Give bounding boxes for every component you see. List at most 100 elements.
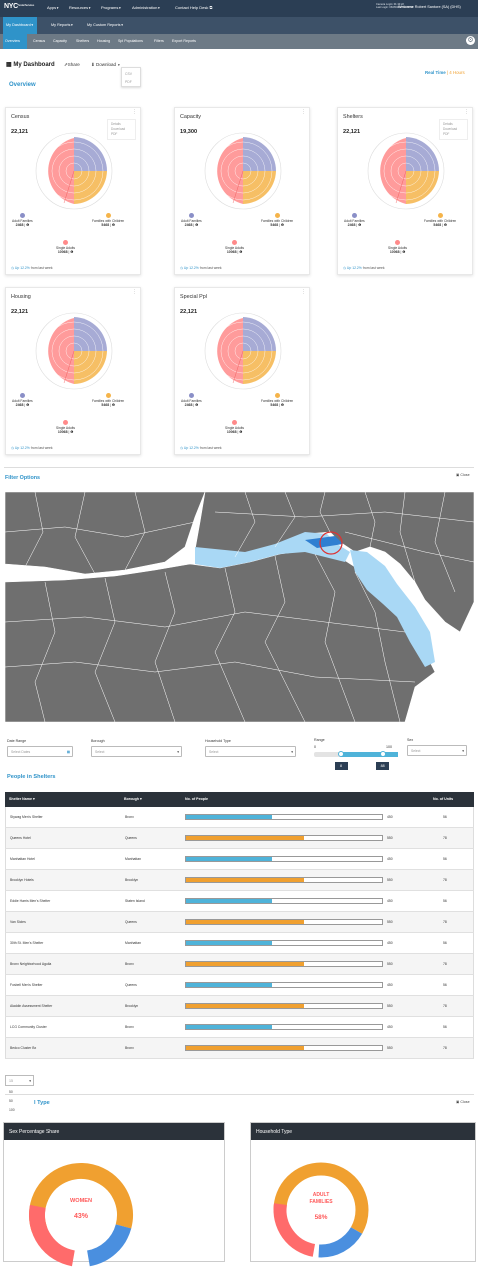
tab-overview[interactable]: Overview xyxy=(3,34,27,49)
sort-icon: ▾ xyxy=(32,797,35,801)
borough-select[interactable]: Select ▾ xyxy=(91,746,182,757)
range-min: 0 xyxy=(314,745,316,749)
info-icon: ❶ xyxy=(239,250,243,254)
card-value: 22,121 xyxy=(343,129,361,135)
range-handle-high[interactable] xyxy=(380,751,387,757)
shelter-name: Fosbell Men's Shelter xyxy=(10,983,43,987)
tab-my-dashboard[interactable]: My Dashboard▼ xyxy=(3,17,37,34)
table-row[interactable]: Manhattan Hotel Manhattan 450 56 xyxy=(5,849,474,870)
people-bar xyxy=(185,898,383,904)
card-footer: ◷ Up 12.2% from last week xyxy=(343,266,385,270)
borough-map[interactable] xyxy=(4,491,475,723)
page-size-option[interactable]: 100 xyxy=(9,1108,15,1112)
download-pdf-link[interactable]: Download PDF xyxy=(111,127,126,136)
people-bar xyxy=(185,814,383,820)
overview-heading: Overview xyxy=(9,82,36,88)
page-size-option[interactable]: 50 xyxy=(9,1099,13,1103)
nav-apps[interactable]: Apps▼ xyxy=(47,5,60,10)
more-vertical-icon[interactable]: ⋮ xyxy=(301,109,306,115)
unit-count: 56 xyxy=(443,899,447,903)
unit-count: 78 xyxy=(443,1046,447,1050)
time-range-toggle[interactable]: Real Time | 4 Hours xyxy=(425,70,465,75)
table-row[interactable]: Fosbell Men's Shelter Queens 450 56 xyxy=(5,975,474,996)
legend-single-adults: Single Adults 10068 | ❶ xyxy=(56,420,75,434)
more-vertical-icon[interactable]: ⋮ xyxy=(301,289,306,295)
people-bar xyxy=(185,961,383,967)
download-option-pdf[interactable]: PDF xyxy=(125,80,132,84)
shelter-name: Aladdin Assessment Shelter xyxy=(10,1004,53,1008)
gear-icon[interactable]: ⚙ xyxy=(466,36,475,45)
tab-export-reports[interactable]: Export Reports xyxy=(172,39,196,43)
donut-label: WOMEN xyxy=(69,1198,93,1204)
tab-census[interactable]: Census xyxy=(33,39,46,43)
close-section-button[interactable]: ▣ Close xyxy=(456,1100,470,1104)
borough: Brooklyn xyxy=(125,878,139,882)
details-link[interactable]: Details xyxy=(111,122,121,126)
card-value: 19,300 xyxy=(180,129,198,135)
table-row[interactable]: 30th St. Men's Shelter Manhattan 450 56 xyxy=(5,933,474,954)
download-icon: ⬇ xyxy=(91,62,95,67)
details-link[interactable]: Details xyxy=(443,122,453,126)
table-row[interactable]: Van Sicles Queens 550 78 xyxy=(5,912,474,933)
shelter-name: Bedco Cluster Bx xyxy=(10,1046,37,1050)
table-row[interactable]: Aladdin Assessment Shelter Brooklyn 550 … xyxy=(5,996,474,1017)
table-row[interactable]: Bedco Cluster Bx Bronx 550 78 xyxy=(5,1038,474,1059)
people-bar-fill xyxy=(186,1025,273,1029)
card-footer: ◷ Up 12.2% from last week xyxy=(180,446,222,450)
close-filter-button[interactable]: ▣ Close xyxy=(456,473,470,477)
people-bar xyxy=(185,1003,383,1009)
page-title: ▦ My Dashboard xyxy=(6,62,55,68)
tab-filters[interactable]: Filters xyxy=(154,39,164,43)
nav-programs[interactable]: Programs▼ xyxy=(101,5,122,10)
download-option-csv[interactable]: CSV xyxy=(125,72,132,76)
legend-single-adults: Single Adults 10068 | ❶ xyxy=(388,240,407,254)
sex-select[interactable]: Select ▾ xyxy=(407,745,467,756)
section-heading: l Type xyxy=(34,1100,50,1106)
household-type-select[interactable]: Select ▾ xyxy=(205,746,296,757)
people-bar xyxy=(185,856,383,862)
tab-housing[interactable]: Housing xyxy=(97,39,111,43)
nyc-logo[interactable]: NYCSocial Services xyxy=(4,3,34,10)
col-borough[interactable]: Borough ▾ xyxy=(124,797,142,801)
table-row[interactable]: Eddie Harris Men's Shelter Staten Island… xyxy=(5,891,474,912)
table-row[interactable]: Bronx Neighborhood Aguila Bronx 550 78 xyxy=(5,954,474,975)
nav-contact-help-desk[interactable]: Contact Help Desk ⧉ xyxy=(175,5,213,10)
tab-my-custom-reports[interactable]: My Custom Reports▼ xyxy=(87,23,124,27)
download-button[interactable]: ⬇ Download ▼ xyxy=(91,62,121,67)
more-vertical-icon[interactable]: ⋮ xyxy=(464,109,469,115)
table-row[interactable]: Brooklyn Hotels Brooklyn 550 78 xyxy=(5,870,474,891)
range-slider-track[interactable] xyxy=(314,751,399,757)
more-vertical-icon[interactable]: ⋮ xyxy=(132,109,137,115)
page-size-option[interactable]: 50 xyxy=(9,1090,13,1094)
tab-capacity[interactable]: Capacity xyxy=(53,39,67,43)
range-slider-fill xyxy=(340,752,399,757)
tab-my-reports[interactable]: My Reports▼ xyxy=(51,23,74,27)
date-range-input[interactable]: Select Dates ▦ xyxy=(7,746,73,757)
more-vertical-icon[interactable]: ⋮ xyxy=(132,289,137,295)
share-button[interactable]: ⇗Share xyxy=(64,62,80,67)
table-row[interactable]: Stywag Men's Shelter Bronx 450 56 xyxy=(5,807,474,828)
people-count: 450 xyxy=(387,899,393,903)
people-count: 550 xyxy=(387,836,393,840)
tab-shelters[interactable]: Shelters xyxy=(76,39,90,43)
trend-up-icon: ◷ xyxy=(343,266,346,270)
card-value: 22,121 xyxy=(11,309,29,315)
page-size-select[interactable]: 15 ▾ xyxy=(5,1075,34,1086)
household-type-label: Household Type xyxy=(205,739,231,743)
map-svg xyxy=(4,491,475,723)
table-row[interactable]: Queens Hotel Queens 550 78 xyxy=(5,828,474,849)
chevron-down-icon: ▾ xyxy=(291,750,293,754)
card-header: Sex Percentage Share xyxy=(4,1123,224,1140)
people-count: 450 xyxy=(387,1025,393,1029)
welcome-user[interactable]: Welcome Robert Santore (SA) (DHS) xyxy=(398,5,461,9)
top-navbar: NYCSocial Services Apps▼ Resources▼ Prog… xyxy=(0,0,478,17)
close-icon: ▣ xyxy=(456,473,460,477)
legend-adult-families: Adult Families 2468 | ❶ xyxy=(181,393,202,407)
download-pdf-link[interactable]: Download PDF xyxy=(443,127,458,136)
nav-administration[interactable]: Administration▼ xyxy=(132,5,161,10)
table-row[interactable]: LCG Community Cluster Bronx 450 56 xyxy=(5,1017,474,1038)
tab-spl-populations[interactable]: Spl Populations xyxy=(118,39,143,43)
range-handle-low[interactable] xyxy=(337,751,344,757)
col-shelter-name[interactable]: Shelter Name ▾ xyxy=(9,797,35,801)
nav-resources[interactable]: Resources▼ xyxy=(69,5,92,10)
